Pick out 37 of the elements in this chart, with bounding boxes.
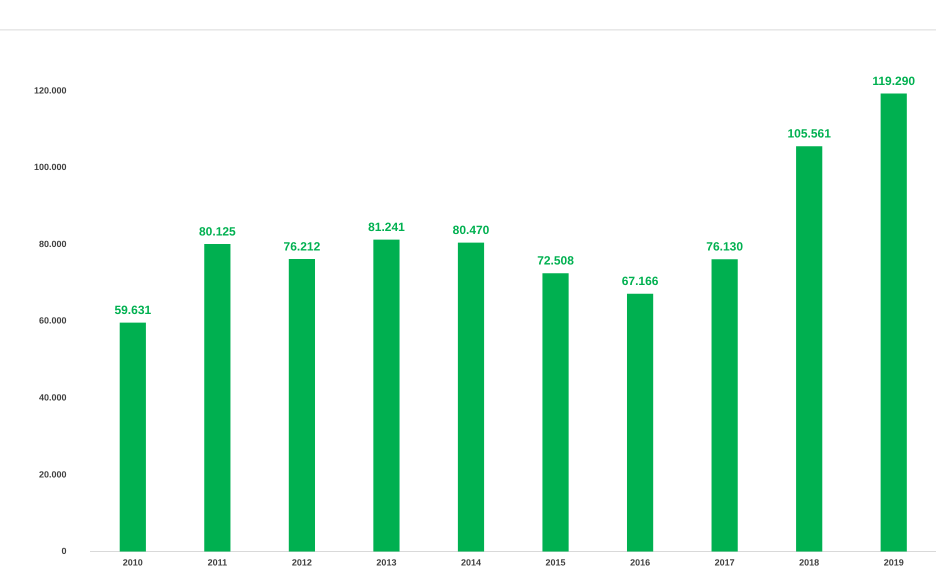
bar <box>288 258 316 552</box>
x-tick-label: 2013 <box>376 557 396 568</box>
x-tick-label: 2012 <box>292 557 312 568</box>
bar <box>626 294 654 552</box>
y-tick-label: 20.000 <box>39 469 67 480</box>
bar <box>373 240 400 552</box>
data-label: 67.166 <box>622 274 659 288</box>
data-label: 105.561 <box>787 126 832 141</box>
x-tick-label: 2011 <box>208 557 228 568</box>
bar <box>712 259 738 552</box>
y-tick-label: 80.000 <box>39 238 67 249</box>
bar <box>120 322 146 552</box>
y-tick-label: 0 <box>62 546 67 556</box>
x-tick-label: 2019 <box>884 557 904 568</box>
data-label: 81.241 <box>368 220 406 234</box>
data-label: 72.508 <box>537 254 574 268</box>
data-label: 76.212 <box>284 239 321 254</box>
bar <box>796 146 822 552</box>
x-tick-label: 2014 <box>460 557 482 568</box>
y-tick-label: 60.000 <box>39 316 67 326</box>
x-tick-label: 2017 <box>714 557 735 568</box>
data-label: 119.290 <box>872 74 916 88</box>
data-label: 76.130 <box>706 240 744 254</box>
bar <box>204 244 230 552</box>
bar <box>880 94 907 552</box>
data-label: 59.631 <box>114 302 152 317</box>
y-tick-label: 120.000 <box>34 85 67 96</box>
x-tick-label: 2010 <box>122 557 143 568</box>
x-tick-label: 2018 <box>799 557 820 568</box>
x-tick-label: 2016 <box>630 557 650 568</box>
bar <box>458 242 484 552</box>
y-tick-label: 40.000 <box>39 392 67 402</box>
x-tick-label: 2015 <box>546 557 566 568</box>
bar <box>542 273 569 552</box>
data-label: 80.470 <box>452 222 490 237</box>
data-label: 80.125 <box>199 224 236 238</box>
y-tick-label: 100.000 <box>34 162 67 172</box>
